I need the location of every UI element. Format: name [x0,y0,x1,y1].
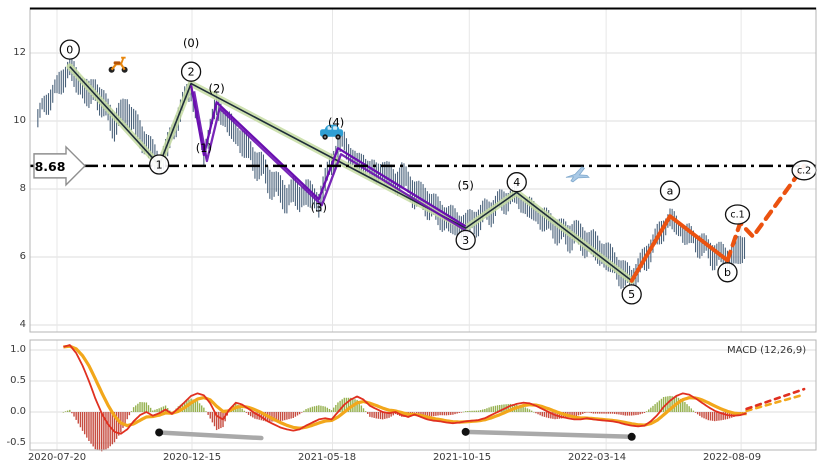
price-level-label: 8.68 [34,159,66,174]
macd-projection [745,387,806,411]
macd-ytick-0: 0.0 [10,406,26,417]
svg-text:(3): (3) [311,201,327,215]
wave-line-corrective [629,214,730,283]
price-ytick-6: 6 [19,251,26,262]
price-ytick-10: 10 [13,115,26,126]
svg-text:4: 4 [513,176,520,189]
price-bars [37,55,746,296]
price-flag [33,145,86,187]
svg-text:a: a [667,185,674,198]
svg-text:1: 1 [156,158,163,171]
svg-text:(0): (0) [183,36,199,50]
price-ytick-12: 12 [13,47,26,58]
svg-text:(2): (2) [208,82,224,96]
svg-text:c.2: c.2 [797,166,811,177]
svg-text:3: 3 [462,234,469,247]
wave-marker-3: 3 [455,229,476,251]
gridlines [30,8,816,450]
car-icon [320,124,344,140]
macd-params-label: MACD (12,26,9) [727,345,807,356]
wave-label-2: (2) [208,82,224,96]
xtick-2020-12-15: 2020-12-15 [162,452,222,463]
wave-line-corrective-projection [725,163,807,263]
wave-marker-2: 2 [180,61,202,82]
xtick-2022-03-14: 2022-03-14 [567,452,627,463]
wave-line-primary-core [69,66,633,282]
price-ytick-4: 4 [19,319,26,330]
xtick-2022-08-09: 2022-08-09 [702,452,762,463]
panel-borders [29,7,817,451]
wave-label-4: (4) [328,116,344,130]
price-ytick-8: 8 [19,183,26,194]
wave-label-3: (3) [311,201,327,215]
svg-text:(4): (4) [328,116,344,130]
wave-marker-4: 4 [506,172,527,193]
svg-text:(1): (1) [196,141,212,155]
macd-trend-segments [155,427,636,441]
macd-line [63,344,747,435]
wave-marker-c.1: c.1 [724,204,751,225]
svg-text:c.1: c.1 [730,210,744,221]
macd-projection-signal [745,393,806,413]
svg-text:2: 2 [188,66,195,79]
wave-label-0: (0) [183,36,199,50]
svg-text:5: 5 [628,288,635,301]
xtick-2021-10-15: 2021-10-15 [432,452,492,463]
macd-ytick-1: 1.0 [10,344,26,355]
wave-marker-b: b [717,262,738,283]
macd-ytick-05: 0.5 [10,375,26,386]
macd-ytick-neg05: -0.5 [6,437,26,448]
wave-line-primary [66,63,635,285]
macd-signal-line [63,344,747,430]
svg-text:0: 0 [66,43,73,56]
wave-label-5: (5) [458,179,474,193]
wave-marker-c.2: c.2 [791,160,817,181]
svg-text:(5): (5) [458,179,474,193]
wave-marker-0: 0 [59,39,80,60]
svg-text:b: b [724,266,731,279]
wave-marker-5: 5 [621,284,642,305]
xtick-2021-05-18: 2021-05-18 [297,452,357,463]
xtick-2020-07-20: 2020-07-20 [27,452,87,463]
wave-line-alternate [189,85,470,234]
scooter-icon [108,56,128,73]
airplane-icon [565,166,590,183]
wave-marker-a: a [659,180,681,201]
wave-label-1: (1) [196,141,212,155]
wave-marker-1: 1 [149,154,170,175]
